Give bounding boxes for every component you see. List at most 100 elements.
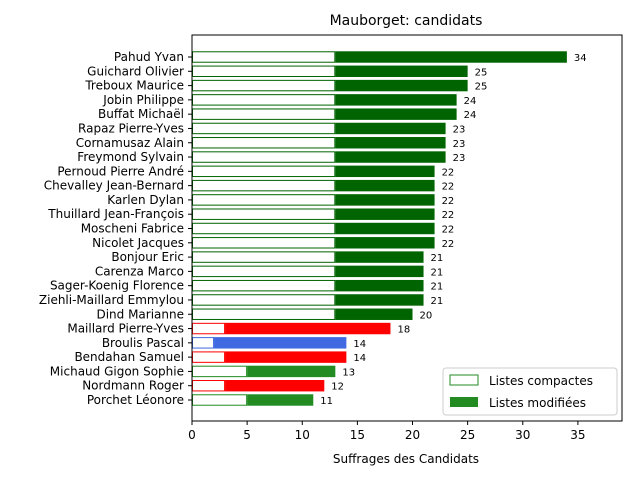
bar-modifiees	[335, 265, 424, 278]
value-label: 21	[431, 253, 444, 264]
chart-title: Mauborget: candidats	[330, 13, 483, 29]
value-label: 22	[442, 196, 455, 207]
y-tick-label: Guichard Olivier	[87, 64, 184, 78]
bar-compactes	[192, 151, 336, 163]
bar-modifiees	[335, 294, 424, 306]
bar-compactes	[192, 137, 336, 149]
bar-modifiees	[335, 308, 413, 320]
bar-modifiees	[335, 65, 468, 78]
value-label: 22	[442, 167, 455, 178]
y-tick-label: Michaud Gigon Sophie	[50, 364, 184, 378]
x-tick-label: 10	[295, 428, 310, 442]
value-label: 34	[574, 53, 587, 64]
y-tick-label: Porchet Léonore	[87, 393, 184, 407]
x-tick-label: 20	[405, 428, 420, 442]
bar-modifiees	[335, 237, 435, 249]
bar-compactes	[192, 194, 336, 206]
y-tick-label: Nordmann Roger	[82, 379, 184, 393]
bar-compactes	[192, 179, 336, 192]
y-tick-label: Karlen Dylan	[107, 193, 184, 207]
bar-compactes	[192, 108, 336, 120]
legend: Listes compactes Listes modifiées	[442, 367, 618, 416]
value-label: 20	[420, 310, 433, 321]
value-label: 22	[442, 239, 455, 250]
legend-label-compactes: Listes compactes	[489, 374, 593, 388]
bar-compactes	[192, 122, 336, 135]
bar-modifiees	[335, 251, 424, 263]
bar-compactes	[192, 79, 336, 92]
y-tick-label: Chevalley Jean-Bernard	[44, 179, 184, 193]
value-label: 14	[353, 353, 366, 364]
bar-modifiees	[335, 165, 435, 178]
bar-modifiees	[225, 379, 325, 392]
x-tick-label: 0	[188, 428, 196, 442]
bar-compactes	[192, 94, 336, 106]
y-tick-label: Broulis Pascal	[102, 336, 184, 350]
bar-compactes	[192, 251, 336, 263]
value-label: 24	[464, 110, 477, 121]
bar-compactes	[192, 208, 336, 220]
bar-modifiees	[225, 322, 391, 335]
bar-compactes	[192, 265, 336, 278]
bar-compactes	[192, 222, 336, 235]
value-label: 21	[431, 296, 444, 307]
bar-compactes	[192, 337, 215, 349]
value-label: 22	[442, 225, 455, 236]
bar-modifiees	[247, 365, 336, 378]
x-tick-label: 30	[515, 428, 530, 442]
value-label: 23	[453, 139, 466, 150]
bar-compactes	[192, 294, 336, 306]
y-tick-label: Jobin Philippe	[102, 93, 184, 107]
legend-label-modifiees: Listes modifiées	[489, 396, 586, 410]
y-tick-label: Sager-Koenig Florence	[50, 279, 184, 293]
bar-compactes	[192, 279, 336, 292]
bar-modifiees	[247, 394, 314, 406]
bar-modifiees	[335, 208, 435, 220]
bar-modifiees	[214, 337, 347, 349]
y-tick-label: Moscheni Fabrice	[81, 222, 184, 236]
bar-modifiees	[335, 79, 468, 92]
x-tick-label: 25	[460, 428, 475, 442]
bar-compactes	[192, 379, 226, 392]
legend-frame	[442, 367, 618, 416]
x-tick-label: 15	[350, 428, 365, 442]
bar-compactes	[192, 322, 226, 335]
y-tick-label: Pernoud Pierre André	[57, 164, 184, 178]
value-label: 25	[475, 67, 488, 78]
bar-compactes	[192, 51, 336, 63]
y-tick-label: Freymond Sylvain	[77, 150, 184, 164]
bar-modifiees	[225, 351, 347, 363]
y-tick-label: Pahud Yvan	[114, 50, 184, 64]
bar-compactes	[192, 394, 248, 406]
bar-modifiees	[335, 108, 457, 120]
bar-compactes	[192, 308, 336, 320]
bar-modifiees	[335, 137, 446, 149]
value-label: 18	[397, 325, 410, 336]
y-tick-label: Thuillard Jean-François	[47, 207, 184, 221]
y-tick-label: Carenza Marco	[95, 264, 184, 278]
value-label: 14	[353, 339, 366, 350]
y-tick-label: Buffat Michaël	[98, 107, 184, 121]
bar-modifiees	[335, 179, 435, 192]
bar-compactes	[192, 165, 336, 178]
plot-frame	[191, 34, 623, 422]
y-tick-label: Dind Marianne	[96, 307, 184, 321]
value-label: 21	[431, 267, 444, 278]
y-tick-label: Treboux Maurice	[84, 79, 184, 93]
x-tick-label: 35	[570, 428, 585, 442]
y-tick-label: Rapaz Pierre-Yves	[78, 121, 184, 135]
value-label: 23	[453, 153, 466, 164]
bar-modifiees	[335, 51, 567, 63]
y-tick-label: Cornamusaz Alain	[76, 136, 184, 150]
y-tick-label: Maillard Pierre-Yves	[67, 322, 184, 336]
bar-modifiees	[335, 279, 424, 292]
value-label: 13	[342, 367, 355, 378]
bar-modifiees	[335, 194, 435, 206]
y-tick-label: Ziehli-Maillard Emmylou	[39, 293, 184, 307]
bar-compactes	[192, 65, 336, 78]
bar-compactes	[192, 237, 336, 249]
x-tick-label: 5	[243, 428, 251, 442]
value-label: 12	[331, 382, 344, 393]
